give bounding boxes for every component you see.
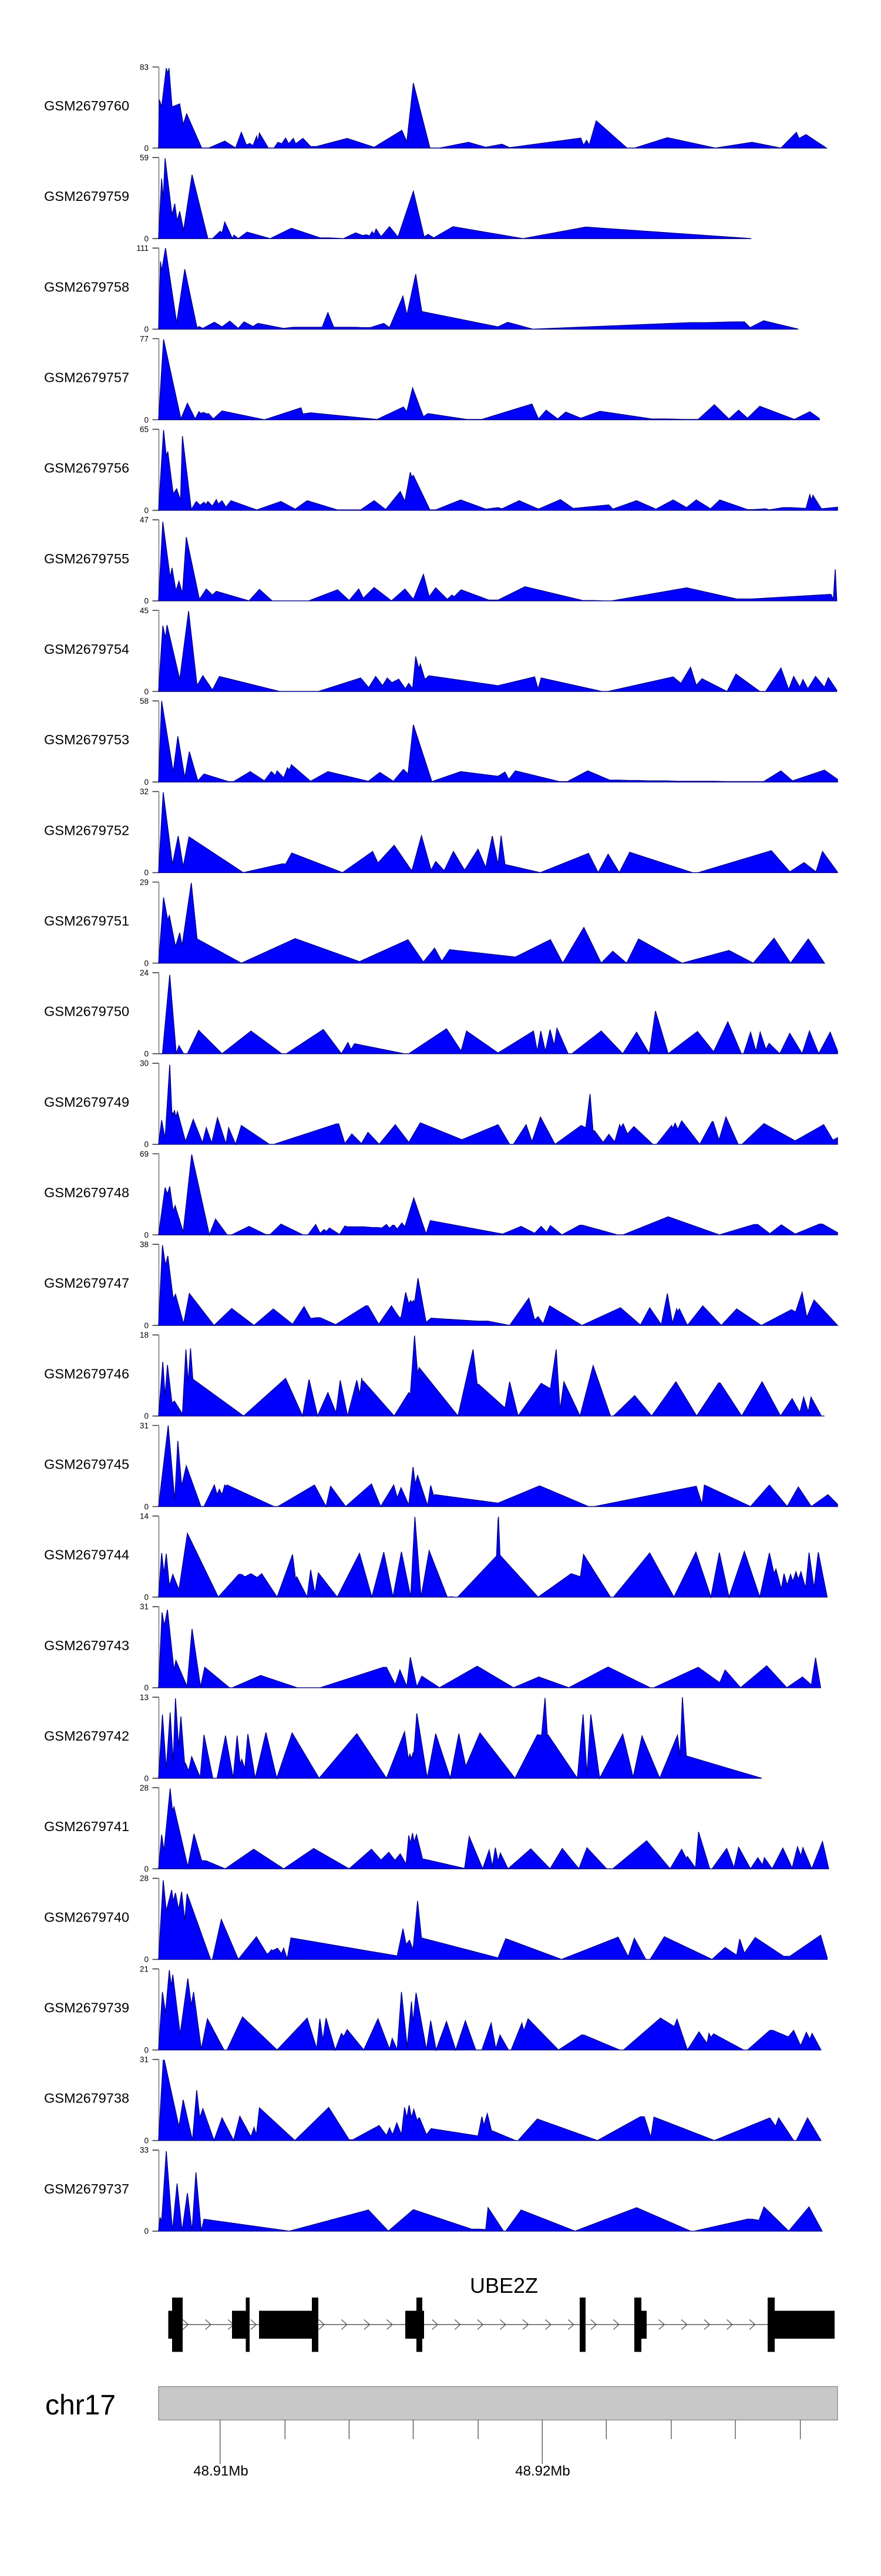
- svg-text:0: 0: [144, 1955, 149, 1964]
- svg-text:0: 0: [144, 1865, 149, 1873]
- svg-text:GSM2679751: GSM2679751: [44, 913, 129, 929]
- svg-text:GSM2679760: GSM2679760: [44, 98, 129, 113]
- svg-text:45: 45: [140, 606, 149, 615]
- svg-text:13: 13: [140, 1693, 149, 1702]
- svg-text:0: 0: [144, 144, 149, 153]
- svg-text:47: 47: [140, 516, 149, 525]
- svg-text:31: 31: [140, 2056, 149, 2064]
- svg-text:0: 0: [144, 868, 149, 877]
- svg-text:0: 0: [144, 2046, 149, 2054]
- svg-text:GSM2679746: GSM2679746: [44, 1366, 129, 1381]
- svg-text:GSM2679759: GSM2679759: [44, 189, 129, 204]
- svg-text:GSM2679738: GSM2679738: [44, 2091, 129, 2106]
- svg-text:GSM2679749: GSM2679749: [44, 1094, 129, 1110]
- svg-text:33: 33: [140, 2146, 149, 2155]
- svg-text:111: 111: [136, 244, 149, 253]
- svg-text:GSM2679755: GSM2679755: [44, 551, 129, 566]
- svg-text:0: 0: [144, 1050, 149, 1059]
- svg-text:38: 38: [140, 1240, 149, 1249]
- svg-text:69: 69: [140, 1150, 149, 1158]
- svg-text:18: 18: [140, 1331, 149, 1339]
- svg-text:GSM2679741: GSM2679741: [44, 1819, 129, 1834]
- svg-text:31: 31: [140, 1603, 149, 1611]
- svg-text:30: 30: [140, 1059, 149, 1068]
- svg-text:GSM2679758: GSM2679758: [44, 279, 129, 294]
- svg-text:GSM2679744: GSM2679744: [44, 1547, 129, 1563]
- svg-text:0: 0: [144, 1684, 149, 1692]
- svg-text:58: 58: [140, 697, 149, 706]
- svg-text:28: 28: [140, 1784, 149, 1792]
- svg-text:0: 0: [144, 1774, 149, 1783]
- svg-text:GSM2679747: GSM2679747: [44, 1275, 129, 1291]
- svg-text:0: 0: [144, 1502, 149, 1511]
- svg-text:GSM2679740: GSM2679740: [44, 1909, 129, 1925]
- svg-text:0: 0: [144, 506, 149, 515]
- svg-text:GSM2679753: GSM2679753: [44, 732, 129, 747]
- svg-text:chr17: chr17: [45, 2390, 116, 2421]
- svg-text:GSM2679754: GSM2679754: [44, 642, 129, 657]
- svg-text:GSM2679748: GSM2679748: [44, 1185, 129, 1200]
- svg-text:0: 0: [144, 1593, 149, 1602]
- svg-text:0: 0: [144, 1321, 149, 1330]
- svg-text:31: 31: [140, 1421, 149, 1430]
- svg-text:GSM2679739: GSM2679739: [44, 2000, 129, 2016]
- svg-text:65: 65: [140, 425, 149, 434]
- svg-text:29: 29: [140, 878, 149, 886]
- svg-text:48.91Mb: 48.91Mb: [193, 2463, 248, 2479]
- svg-text:0: 0: [144, 2227, 149, 2236]
- svg-text:GSM2679742: GSM2679742: [44, 1728, 129, 1744]
- svg-text:0: 0: [144, 1412, 149, 1420]
- svg-text:UBE2Z: UBE2Z: [470, 2273, 538, 2298]
- svg-text:0: 0: [144, 959, 149, 968]
- svg-text:GSM2679752: GSM2679752: [44, 822, 129, 838]
- svg-text:14: 14: [140, 1512, 149, 1521]
- svg-text:77: 77: [140, 334, 149, 343]
- svg-text:0: 0: [144, 234, 149, 243]
- svg-text:0: 0: [144, 1231, 149, 1240]
- svg-text:28: 28: [140, 1874, 149, 1883]
- svg-text:GSM2679757: GSM2679757: [44, 370, 129, 385]
- svg-text:21: 21: [140, 1964, 149, 1973]
- svg-text:0: 0: [144, 325, 149, 334]
- svg-text:GSM2679745: GSM2679745: [44, 1457, 129, 1472]
- svg-text:0: 0: [144, 1140, 149, 1149]
- svg-text:0: 0: [144, 2137, 149, 2145]
- svg-text:24: 24: [140, 969, 149, 978]
- svg-text:0: 0: [144, 778, 149, 787]
- svg-text:83: 83: [140, 63, 149, 72]
- svg-text:0: 0: [144, 597, 149, 606]
- svg-text:GSM2679743: GSM2679743: [44, 1638, 129, 1653]
- svg-text:32: 32: [140, 787, 149, 796]
- svg-text:0: 0: [144, 415, 149, 424]
- svg-text:48.92Mb: 48.92Mb: [515, 2463, 570, 2479]
- svg-text:59: 59: [140, 153, 149, 162]
- svg-text:GSM2679737: GSM2679737: [44, 2181, 129, 2197]
- svg-text:0: 0: [144, 687, 149, 696]
- svg-text:GSM2679756: GSM2679756: [44, 461, 129, 476]
- svg-text:GSM2679750: GSM2679750: [44, 1004, 129, 1019]
